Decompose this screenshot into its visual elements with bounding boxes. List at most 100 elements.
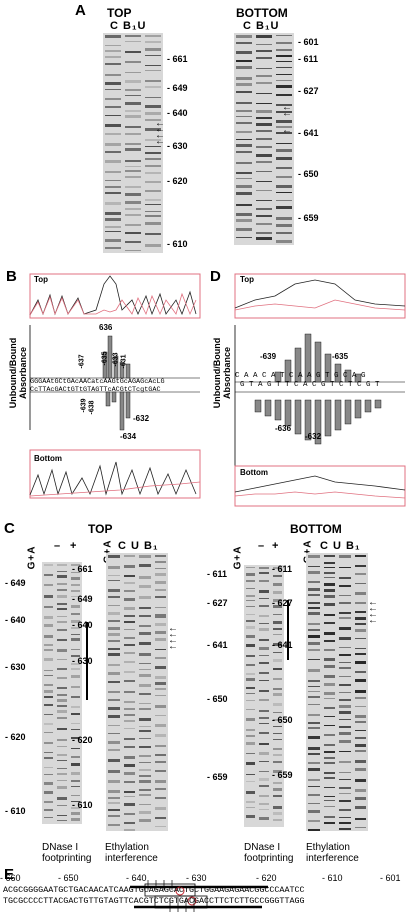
d-bottom-label: Bottom (240, 468, 268, 477)
e-scale-630: - 630 (186, 873, 207, 883)
e-scale-650: - 650 (58, 873, 79, 883)
tick-a-top-630: - 630 (167, 141, 188, 151)
c-bot-eth-650: - 650 (272, 715, 293, 725)
c-top-dnase-plus: + (70, 540, 78, 552)
c-top-dnase-640: - 640 (5, 615, 26, 625)
c-top-eth-649: - 649 (72, 594, 93, 604)
c-bot-eth-lanes: C U B₁ (320, 540, 361, 552)
c-top-dnase-620: - 620 (5, 732, 26, 742)
c-top-title: TOP (88, 522, 113, 536)
c-bot-eth-627: - 627 (272, 598, 293, 608)
c-top-eth-lanes: C U B₁ (118, 540, 159, 552)
tick-a-top-610: - 610 (167, 239, 188, 249)
b-seq-bottom: CcTTAcGACtGTtGTAGTTcACGtCTcgtGAC (30, 386, 161, 394)
panel-b-figure: Absorbance (29, 273, 201, 499)
panel-letter-a: A (75, 2, 86, 19)
gel-a-bottom (234, 33, 294, 245)
c-top-eth-630: - 630 (72, 656, 93, 666)
c-bot-dnase-611: - 611 (207, 569, 228, 579)
tick-a-bot-641: - 641 (298, 128, 319, 138)
tick-a-bot-627: - 627 (298, 86, 319, 96)
b-ylabel: Unbound/Bound Absorbance (8, 337, 28, 409)
b-peak-637: -637 (78, 354, 86, 369)
b-peak-631: -631 (120, 354, 128, 369)
b-top-label: Top (34, 275, 49, 284)
e-scale-640: - 640 (126, 873, 147, 883)
d-top-label: Top (240, 275, 255, 284)
b-peak-634: -634 (120, 432, 137, 441)
c-top-eth-arrows: ← ← ← ← (168, 623, 178, 652)
tick-a-top-649: - 649 (167, 83, 188, 93)
c-bot-eth-arrows: ← ← ← ← (368, 597, 378, 626)
gel-c-top-eth (106, 553, 168, 831)
panel-a-bottom-title: BOTTOM (236, 6, 288, 20)
c-bot-eth-659: - 659 (272, 770, 293, 780)
tick-a-bot-659: - 659 (298, 213, 319, 223)
d-seq-top: C A A C A T C A A G T G C A G (235, 372, 366, 380)
arrows-a-bottom-1: ← ← (282, 102, 292, 119)
gel-c-bot-eth (306, 553, 368, 831)
c-bot-dnase-650: - 650 (207, 694, 228, 704)
panel-d-figure (234, 273, 406, 507)
c-bottom-title: BOTTOM (290, 522, 342, 536)
arrows-a-bottom-2: ← (282, 125, 292, 136)
d-ylabel: Unbound/Bound Absorbance (212, 337, 232, 409)
tick-a-top-661: - 661 (167, 54, 188, 64)
c-top-footprint-bar (86, 622, 88, 700)
c-top-eth-640: - 640 (72, 620, 93, 630)
panel-letter-c: C (4, 520, 15, 537)
e-seq-bottom: TGCGCCCCTTACGACTGTTGTAGTTCACGTCTCGTGACGA… (3, 896, 305, 906)
b-seq-top: GGGAAtGCtGAcAACatcAAGtGcAGAGcAcLG (30, 378, 165, 386)
c-bot-eth-caption: Ethylation interference (306, 842, 359, 864)
arrows-a-top: ← ← ← ← (155, 118, 165, 147)
e-scale-660: - 660 (0, 873, 21, 883)
tick-a-top-640: - 640 (167, 108, 188, 118)
c-bot-eth-641: - 641 (272, 640, 293, 650)
c-bot-dnase-ga: G+A (232, 545, 244, 570)
b-peak-638: -638 (88, 400, 96, 415)
c-bot-dnase-plus: + (272, 540, 280, 552)
c-top-dnase-630: - 630 (5, 662, 26, 672)
e-scale-610: - 610 (322, 873, 343, 883)
d-label-636: -636 (275, 424, 292, 433)
b-peak-632: -632 (133, 414, 150, 423)
c-top-eth-661: - 661 (72, 564, 93, 574)
c-bot-dnase-659: - 659 (207, 772, 228, 782)
d-label-632: -632 (305, 432, 322, 441)
e-scale-620: - 620 (256, 873, 277, 883)
gel-c-top-dnase (42, 562, 82, 824)
b-peak-639: -639 (80, 398, 88, 413)
c-bot-footprint-bar (287, 600, 289, 660)
tick-a-bot-611: - 611 (298, 54, 319, 64)
gel-c-bot-dnase (244, 565, 284, 827)
e-scale-601: - 601 (380, 873, 401, 883)
c-bot-dnase-minus: – (258, 540, 266, 552)
b-peak-635: -635 (101, 351, 109, 366)
c-top-eth-610: - 610 (72, 800, 93, 810)
b-peak-633: -633 (112, 352, 120, 367)
tick-a-top-620: - 620 (167, 176, 188, 186)
e-annotations (130, 880, 268, 912)
c-top-dnase-649: - 649 (5, 578, 26, 588)
panel-letter-d: D (210, 268, 221, 285)
c-bot-dnase-641: - 641 (207, 640, 228, 650)
c-top-eth-620: - 620 (72, 735, 93, 745)
panel-letter-e: E (4, 866, 15, 883)
gel-a-top (103, 33, 163, 253)
panel-a-top-lanes: C B₁U (110, 20, 147, 32)
d-label-635: -635 (332, 352, 349, 361)
c-bot-dnase-627: - 627 (207, 598, 228, 608)
c-top-dnase-minus: – (54, 540, 62, 552)
d-seq-bottom: G T A G T T C A C G T C T C G T (240, 381, 380, 389)
b-bottom-label: Bottom (34, 454, 62, 463)
panel-letter-b: B (6, 268, 17, 285)
d-label-639: -639 (260, 352, 277, 361)
c-top-eth-caption: Ethylation interference (105, 842, 158, 864)
c-top-dnase-610: - 610 (5, 806, 26, 816)
e-seq-top: ACGCGGGGAATGCTGACAACATCAAGTGCAGAGCACTGCT… (3, 885, 305, 895)
panel-a-bottom-lanes: C B₁U (243, 20, 280, 32)
panel-a-top-title: TOP (107, 6, 132, 20)
c-bot-eth-611: - 611 (272, 564, 293, 574)
